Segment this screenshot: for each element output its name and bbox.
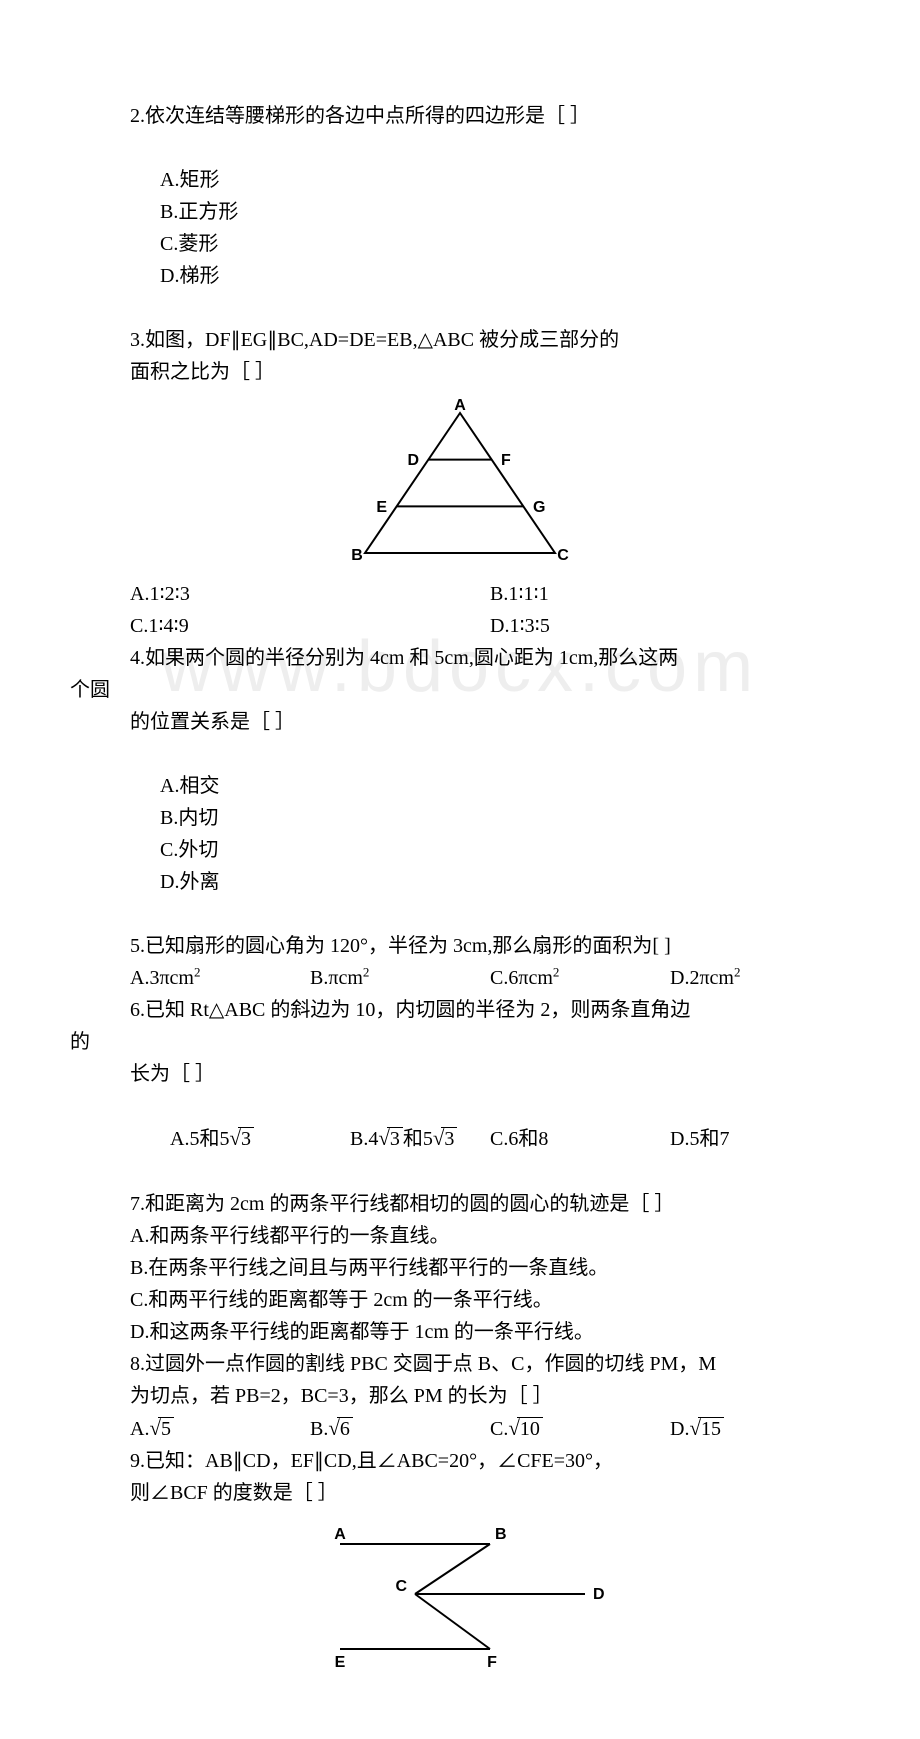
svg-text:D: D [407,452,419,469]
q8-opt-d: D.√15 [670,1412,850,1446]
q5-opt-b: B.πcm2 [310,962,490,994]
q4-opt-d: D.外离 [160,871,219,893]
q6-opt-a: A.5和5√3 [130,1090,310,1188]
svg-text:D: D [593,1586,605,1603]
q7-opt-a: A.和两条平行线都平行的一条直线。 [70,1220,850,1252]
q9-line2: 则∠BCF 的度数是［ ］ [70,1477,850,1509]
q8-opt-a: A.√5 [130,1412,310,1446]
svg-text:A: A [334,1526,346,1543]
svg-text:B: B [351,547,363,564]
q7-text: 7.和距离为 2cm 的两条平行线都相切的圆的圆心的轨迹是［ ］ [70,1188,850,1220]
q3-opt-c: C.1∶4∶9 [130,610,490,642]
q7-opt-b: B.在两条平行线之间且与两平行线都平行的一条直线。 [70,1252,850,1284]
svg-text:B: B [495,1526,507,1543]
q8-opt-c: C.√10 [490,1412,670,1446]
q3-opt-b: B.1∶1∶1 [490,578,850,610]
q6-line1: 6.已知 Rt△ABC 的斜边为 10，内切圆的半径为 2，则两条直角边 [70,994,850,1026]
svg-text:F: F [487,1654,497,1669]
q5-opt-c: C.6πcm2 [490,962,670,994]
q7-opt-c: C.和两平行线的距离都等于 2cm 的一条平行线。 [70,1284,850,1316]
q9-line1: 9.已知：AB∥CD，EF∥CD,且∠ABC=20°，∠CFE=30°， [70,1445,850,1477]
svg-text:E: E [376,499,387,516]
q4-opt-b: B.内切 [160,802,280,834]
q5-text: 5.已知扇形的圆心角为 120°，半径为 3cm,那么扇形的面积为[ ] [70,930,850,962]
svg-text:E: E [335,1654,346,1669]
q8-line2: 为切点，若 PB=2，BC=3，那么 PM 的长为［ ］ [70,1380,850,1412]
svg-text:G: G [533,499,545,516]
q4-opt-a: A.相交 [160,770,280,802]
q3-line2: 面积之比为［ ］ [70,356,850,388]
q6-opt-d: D.5和7 [670,1123,850,1155]
q2-text: 2.依次连结等腰梯形的各边中点所得的四边形是［ ］ [70,100,850,132]
q3-options: A.1∶2∶3 B.1∶1∶1 C.1∶4∶9 D.1∶3∶5 [70,578,850,642]
svg-text:F: F [501,452,511,469]
q4-line3: 的位置关系是［ ］ [70,706,850,738]
q3-figure: A D F E G B C [70,398,850,568]
svg-text:C: C [395,1578,407,1595]
q6-options: A.5和5√3 B.4√3和5√3 C.6和8 D.5和7 [70,1090,850,1188]
q8-opt-b: B.√6 [310,1412,490,1446]
q4-line1: 4.如果两个圆的半径分别为 4cm 和 5cm,圆心距为 1cm,那么这两 [70,642,850,674]
q8-line1: 8.过圆外一点作圆的割线 PBC 交圆于点 B、C，作圆的切线 PM，M [70,1348,850,1380]
q5-options: A.3πcm2 B.πcm2 C.6πcm2 D.2πcm2 [70,962,850,994]
q2-options: A.矩形 B.正方形 C.菱形 D.梯形 [70,132,850,324]
q3-opt-d: D.1∶3∶5 [490,610,850,642]
q7-opt-d: D.和这两条平行线的距离都等于 1cm 的一条平行线。 [70,1316,850,1348]
q6-line2: 的 [70,1026,850,1058]
q9-figure: A B C D E F [70,1519,850,1669]
q6-opt-c: C.6和8 [490,1123,670,1155]
svg-text:C: C [557,547,569,564]
q5-opt-d: D.2πcm2 [670,962,850,994]
q4-line2: 个圆 [70,674,850,706]
q2-opt-c: C.菱形 [160,228,280,260]
q2-opt-a: A.矩形 [160,164,280,196]
q6-line3: 长为［ ］ [70,1058,850,1090]
q3-line1: 3.如图，DF∥EG∥BC,AD=DE=EB,△ABC 被分成三部分的 [70,324,850,356]
q6-opt-b: B.4√3和5√3 [310,1090,490,1188]
svg-text:A: A [454,398,466,414]
q8-options: A.√5 B.√6 C.√10 D.√15 [70,1412,850,1446]
q4-opt-c: C.外切 [160,834,280,866]
q2-opt-d: D.梯形 [160,265,219,287]
q4-options: A.相交 B.内切 C.外切 D.外离 [70,738,850,930]
q2-opt-b: B.正方形 [160,196,300,228]
q3-opt-a: A.1∶2∶3 [130,578,490,610]
q5-opt-a: A.3πcm2 [130,962,310,994]
